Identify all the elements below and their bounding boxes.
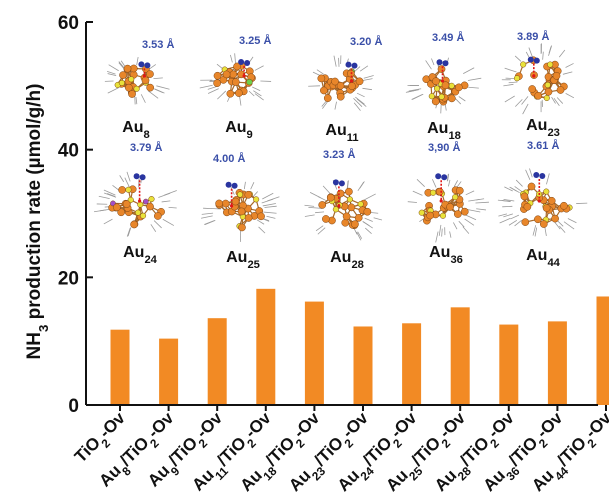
distance-label: 3.23 Å: [323, 148, 355, 161]
cluster-label: Au18: [427, 120, 461, 142]
distance-label: 3.89 Å: [517, 30, 549, 43]
y-tick-label: 0: [68, 396, 79, 417]
cluster-structure-6: 4.00 Å Au25: [200, 152, 280, 271]
cluster-label: Au28: [330, 249, 364, 271]
bar-0: [110, 329, 130, 405]
distance-label: 3.61 Å: [527, 139, 559, 152]
bar-6: [402, 323, 422, 405]
bar-series: [110, 288, 609, 405]
cluster-structure-9: 3.61 Å Au44: [497, 139, 588, 269]
bar-2: [207, 318, 227, 405]
bar-4: [304, 301, 324, 405]
cluster-structure-0: 3.53 Å Au8: [104, 38, 174, 141]
cluster-label: Au8: [122, 119, 150, 141]
bar-9: [547, 321, 567, 405]
labels: TiO2-OvAu8/TiO2-OvAu9/TiO2-OvAu11/TiO2-O…: [71, 408, 609, 495]
cluster-label: Au44: [526, 247, 561, 269]
cluster-structure-1: 3.25 Å Au9: [199, 34, 271, 141]
distance-label: 3.79 Å: [130, 141, 162, 154]
y-axis-title: NH3 production rate (µmol/g/h): [24, 84, 51, 360]
bar-1: [159, 338, 179, 405]
cluster-label: Au9: [225, 119, 253, 141]
bar-7: [450, 307, 470, 405]
distance-label: 3,90 Å: [428, 141, 460, 154]
y-tick-label: 60: [58, 13, 79, 34]
cluster-label: Au23: [526, 117, 560, 139]
cluster-structure-5: 3.79 Å Au24: [93, 141, 177, 266]
cluster-structure-7: 3.23 Å Au28: [304, 148, 383, 271]
distance-label: 3.20 Å: [350, 35, 382, 48]
y-tick-label: 40: [58, 141, 79, 162]
axes: 0 20 40 60 NH3 production rate (µmol/g/h): [24, 13, 607, 417]
cluster-label: Au11: [325, 122, 358, 144]
bar-8: [499, 324, 519, 405]
bar-5: [353, 326, 373, 405]
cluster-structure-4: 3.89 Å Au23: [501, 30, 575, 139]
distance-label: 3.53 Å: [142, 38, 174, 51]
bar-10: [596, 296, 609, 405]
cluster-label: Au24: [123, 244, 158, 266]
distance-label: 3.25 Å: [239, 34, 271, 47]
bar-3: [256, 288, 276, 405]
cluster-structure-2: 3.20 Å Au11: [308, 35, 382, 144]
cluster-label: Au25: [226, 249, 260, 271]
cluster-label: Au36: [429, 244, 463, 266]
cluster-structure-3: 3.49 Å Au18: [405, 31, 482, 142]
y-tick-label: 20: [58, 268, 79, 289]
distance-label: 4.00 Å: [213, 152, 245, 165]
cluster-structure-8: 3,90 Å Au36: [407, 141, 489, 266]
distance-label: 3.49 Å: [432, 31, 464, 44]
